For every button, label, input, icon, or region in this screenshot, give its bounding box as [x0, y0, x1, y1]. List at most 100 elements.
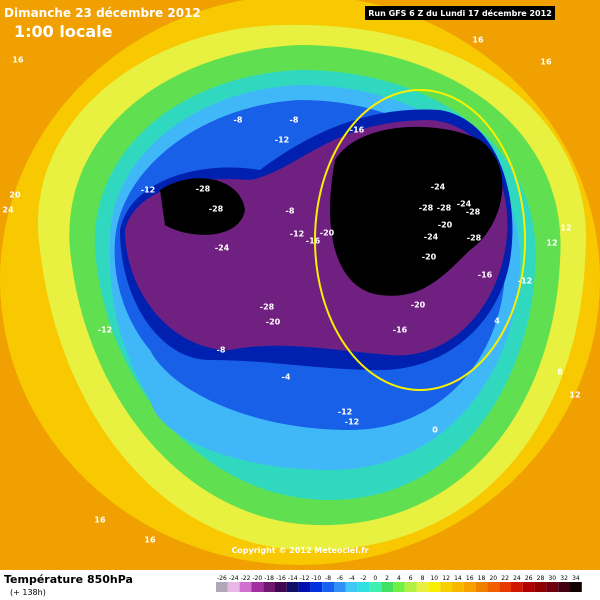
contour-label: -24	[215, 244, 230, 253]
scale-tick: 30	[548, 575, 556, 582]
contour-label: 16	[94, 516, 106, 525]
scale-cell	[357, 582, 370, 592]
contour-label: -12	[345, 418, 359, 427]
scale-cell	[558, 582, 570, 592]
scale-cell	[570, 582, 582, 592]
scale-tick: -8	[325, 575, 331, 582]
scale-cell	[298, 582, 311, 592]
scale-cell	[546, 582, 559, 592]
contour-label: -12	[338, 408, 352, 417]
scale-tick: 32	[560, 575, 568, 582]
scale-cell	[487, 582, 500, 592]
contour-label: -12	[275, 136, 289, 145]
contour-label: 4	[494, 317, 500, 326]
scale-tick: 6	[409, 575, 413, 582]
contour-label: -20	[438, 221, 453, 230]
contour-label: 20	[9, 191, 21, 200]
scale-cell	[440, 582, 452, 592]
contour-label: -8	[290, 116, 299, 125]
contour-label: -28	[196, 185, 211, 194]
scale-tick: 10	[430, 575, 438, 582]
scale-tick: 4	[397, 575, 401, 582]
contour-label: -16	[478, 271, 493, 280]
contour-label: 16	[472, 36, 484, 45]
run-box	[365, 6, 555, 20]
scale-tick: -14	[288, 575, 298, 582]
contour-label: 8	[557, 368, 563, 377]
contour-label: -12	[98, 326, 112, 335]
contour-labels: -8 -8-12-16-12 -28-28-24-8-12-16-20-24-28-…	[2, 36, 580, 545]
contour-label: -20	[266, 318, 281, 327]
contour-label: -20	[411, 301, 426, 310]
contour-label: -24	[457, 200, 472, 209]
scale-tick: 8	[421, 575, 425, 582]
scale-tick: 34	[572, 575, 580, 582]
scale-cell	[216, 582, 228, 592]
scale-tick: 20	[489, 575, 497, 582]
scale-tick: 2	[385, 575, 389, 582]
contour-label: -28	[209, 205, 224, 214]
contour-label: 24	[2, 206, 14, 215]
contour-label: -28	[467, 234, 482, 243]
scale-tick: -26	[217, 575, 227, 582]
scale-tick: -4	[349, 575, 355, 582]
scale-cell	[227, 582, 240, 592]
date: Dimanche 23 décembre 2012	[4, 6, 201, 20]
scale-tick: 14	[454, 575, 462, 582]
copyright: Copyright © 2012 Meteociel.fr	[231, 546, 368, 555]
scale-tick: 24	[513, 575, 521, 582]
scale-tick: -24	[229, 575, 239, 582]
scale-cell	[452, 582, 464, 592]
contour-label: 12	[546, 239, 557, 248]
contour-label: -20	[320, 229, 335, 238]
scale-cell	[263, 582, 275, 592]
scale-cell	[416, 582, 429, 592]
scale-tick: -10	[311, 575, 321, 582]
contour-label: 0	[432, 426, 438, 435]
scale-cell	[310, 582, 323, 592]
scale-cell	[369, 582, 382, 592]
scale-tick: 18	[478, 575, 486, 582]
scale-cell	[275, 582, 287, 592]
scale-cell	[334, 582, 346, 592]
scale-cell	[393, 582, 405, 592]
scale-tick: -12	[300, 575, 310, 582]
scale-cell	[522, 582, 535, 592]
scale-cell	[322, 582, 334, 592]
scale-cell	[404, 582, 417, 592]
contour-label: 16	[144, 536, 156, 545]
scale-tick: -18	[264, 575, 274, 582]
contour-label: -24	[424, 233, 439, 242]
scale-tick: -20	[252, 575, 262, 582]
scale-cell	[511, 582, 523, 592]
contour-label: -12	[290, 230, 304, 239]
footer-title: Température 850hPa	[4, 573, 133, 586]
contour-label: 16	[12, 56, 24, 65]
contour-label: 12	[560, 224, 571, 233]
footer-lead: (+ 138h)	[10, 588, 46, 597]
run: Run GFS 6 Z du Lundi 17 décembre 2012	[368, 8, 552, 18]
scale-tick: -2	[361, 575, 367, 582]
scale-cell	[381, 582, 393, 592]
contour-label: -12	[518, 277, 532, 286]
scale-tick: 22	[501, 575, 509, 582]
color-scale: -26 -24 -22 -20 -18 -16 -14 -12 -10 -8 -6 -4 -2 0 2 4 6 8…	[216, 575, 582, 592]
contour-label: 16	[540, 58, 552, 67]
contour-label: -24	[431, 183, 446, 192]
contour-label: -28	[437, 204, 452, 213]
scale-cell	[499, 582, 511, 592]
scale-tick: 26	[525, 575, 533, 582]
scale-tick: 0	[373, 575, 377, 582]
contour-label: -16	[306, 237, 321, 246]
scale-cell	[475, 582, 488, 592]
scale-cell	[534, 582, 547, 592]
contour-label: -16	[393, 326, 408, 335]
contour-label: -28	[466, 208, 481, 217]
contour-label: -28	[419, 204, 434, 213]
contour-label: -4	[282, 373, 291, 382]
scale-tick: -16	[276, 575, 286, 582]
contour-label: -8	[217, 346, 226, 355]
scale-cell	[251, 582, 264, 592]
